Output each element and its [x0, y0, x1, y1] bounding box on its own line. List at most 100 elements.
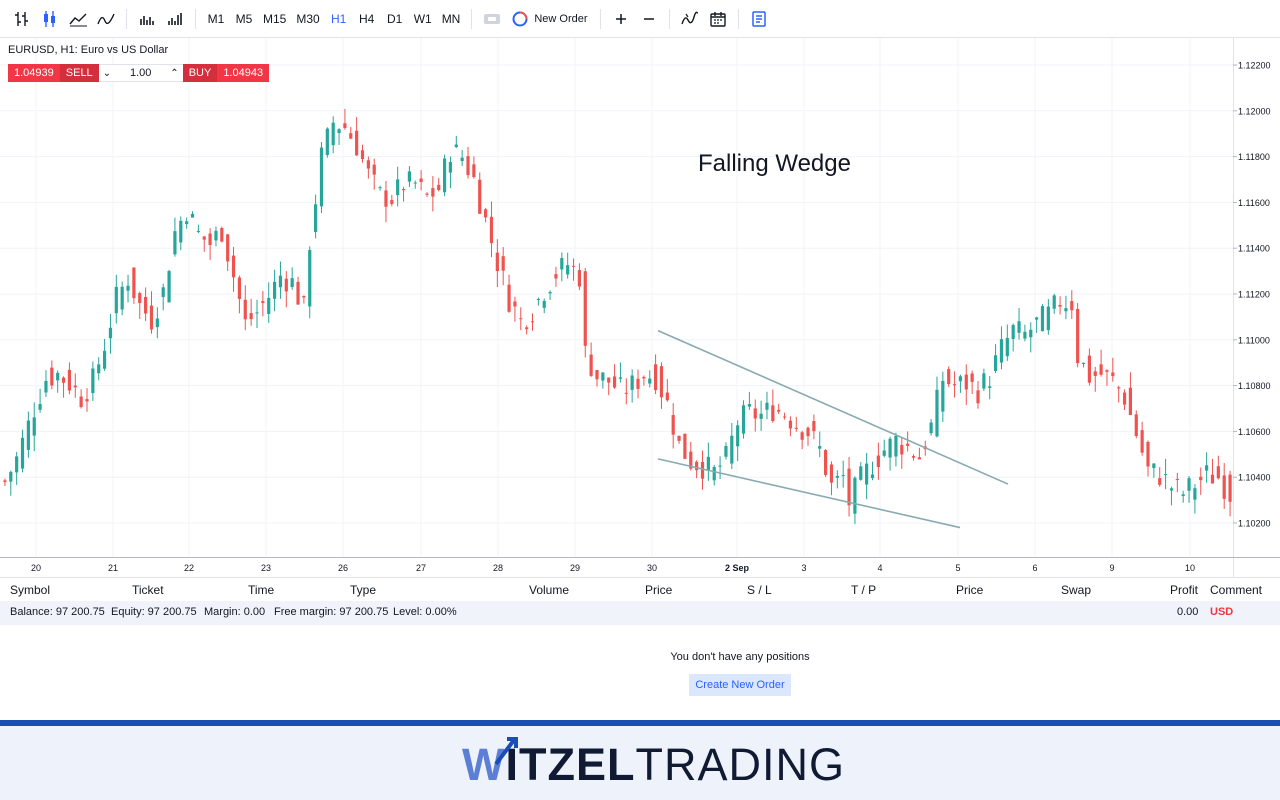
column-time[interactable]: Time — [248, 583, 275, 597]
timeframe-h1[interactable]: H1 — [331, 11, 347, 26]
candle-body — [478, 179, 482, 214]
minus-icon[interactable] — [635, 5, 663, 33]
candle — [314, 194, 318, 239]
candle-body — [296, 281, 300, 305]
candle-body — [648, 378, 652, 384]
candle — [636, 369, 640, 399]
candle — [800, 430, 804, 450]
candle — [624, 378, 628, 405]
column-swap[interactable]: Swap — [1061, 583, 1092, 597]
candle — [1029, 322, 1033, 353]
candle-body — [249, 313, 253, 320]
time-tick-label: 23 — [261, 563, 271, 573]
candle-body — [401, 188, 406, 191]
volume-bars-alt-icon[interactable] — [161, 5, 189, 33]
candle-body — [560, 258, 564, 270]
sell-price[interactable]: 1.04939 — [8, 64, 60, 82]
candle-body — [237, 277, 242, 299]
candle-body — [988, 386, 992, 388]
column-volume[interactable]: Volume — [529, 583, 570, 597]
balance-value: Balance: 97 200.75 — [10, 606, 105, 618]
candle — [577, 263, 581, 291]
line-chart-icon[interactable] — [92, 5, 120, 33]
timeframe-d1[interactable]: D1 — [387, 11, 403, 26]
candle-body — [829, 464, 834, 483]
volume-value[interactable]: 1.00 — [129, 67, 152, 79]
candle-body — [900, 444, 904, 455]
candle-body — [466, 156, 470, 176]
chevron-up-icon[interactable]: ⌃ — [170, 67, 179, 79]
timeframe-m1[interactable]: M1 — [207, 11, 225, 26]
create-new-order-button[interactable]: Create New Order — [689, 674, 791, 696]
candle — [566, 252, 570, 279]
buy-price[interactable]: 1.04943 — [217, 64, 270, 82]
candle — [431, 176, 435, 212]
timeframe-m15[interactable]: M15 — [263, 11, 287, 26]
timeframe-m5[interactable]: M5 — [235, 11, 253, 26]
column-symbol[interactable]: Symbol — [10, 583, 51, 597]
timeframe-h4[interactable]: H4 — [359, 11, 375, 26]
positions-table-header: Symbol Ticket Time Type Volume Price S /… — [0, 577, 1280, 601]
candle — [958, 374, 963, 393]
new-order-button[interactable]: New Order — [506, 5, 593, 33]
price-chart[interactable]: 1.12200 1.12000 1.11800 1.11600 1.11400 1.112… — [0, 38, 1280, 577]
candle-body — [753, 408, 757, 419]
new-order-icon — [512, 11, 528, 26]
candle — [296, 276, 300, 305]
candle — [847, 456, 851, 517]
candle-body — [958, 376, 963, 382]
timeframe-mn[interactable]: MN — [441, 11, 461, 26]
plus-icon[interactable] — [607, 5, 635, 33]
column-ticket[interactable]: Ticket — [132, 583, 164, 597]
candle-body — [894, 435, 898, 457]
candle — [413, 180, 417, 189]
toolbar: M1 M5 M15 M30 H1 H4 D1 W1 MN New Order — [0, 0, 1280, 38]
candle-body — [577, 270, 581, 287]
column-stop-loss[interactable]: S / L — [747, 583, 772, 597]
candle-body — [26, 420, 30, 450]
column-current-price[interactable]: Price — [956, 583, 984, 597]
candle-body — [185, 221, 189, 225]
chevron-down-icon[interactable]: ⌄ — [102, 67, 112, 79]
brand-divider — [0, 720, 1280, 726]
candle — [782, 412, 787, 420]
candle-body — [360, 150, 365, 160]
timeframe-m30[interactable]: M30 — [296, 11, 320, 26]
candle-body — [911, 456, 916, 458]
column-take-profit[interactable]: T / P — [851, 583, 877, 597]
candle — [161, 283, 165, 311]
timeframe-w1[interactable]: W1 — [413, 11, 432, 26]
candle — [102, 338, 107, 371]
candle — [237, 275, 242, 314]
indicators-icon[interactable] — [676, 5, 704, 33]
candle — [788, 416, 793, 437]
area-chart-icon[interactable] — [64, 5, 92, 33]
buy-button[interactable]: BUY — [182, 64, 218, 82]
candle — [812, 414, 816, 440]
volume-bars-icon[interactable] — [133, 5, 161, 33]
column-price[interactable]: Price — [645, 583, 673, 597]
journal-icon[interactable] — [745, 5, 773, 33]
bars-chart-icon[interactable] — [8, 5, 36, 33]
candle-body — [149, 305, 154, 330]
chart-area[interactable]: 1.12200 1.12000 1.11800 1.11600 1.11400 1.112… — [0, 38, 1280, 577]
price-tick-label: 1.12000 — [1238, 106, 1271, 116]
sell-button[interactable]: SELL — [59, 64, 99, 82]
column-comment[interactable]: Comment — [1210, 583, 1263, 597]
candle — [1163, 458, 1168, 490]
candle — [220, 226, 224, 243]
one-click-icon[interactable] — [478, 5, 506, 33]
column-profit[interactable]: Profit — [1170, 583, 1199, 597]
candle — [1181, 490, 1185, 503]
candle-body — [1081, 362, 1086, 365]
candle — [659, 362, 664, 409]
volume-stepper[interactable]: ⌄ 1.00 ⌃ — [98, 64, 183, 82]
candles-chart-icon[interactable] — [36, 5, 64, 33]
calendar-icon[interactable] — [704, 5, 732, 33]
column-type[interactable]: Type — [350, 583, 377, 597]
candle — [501, 247, 505, 286]
candle — [530, 313, 535, 331]
candle — [79, 389, 83, 409]
candle — [390, 194, 394, 207]
candle-body — [1228, 474, 1232, 502]
